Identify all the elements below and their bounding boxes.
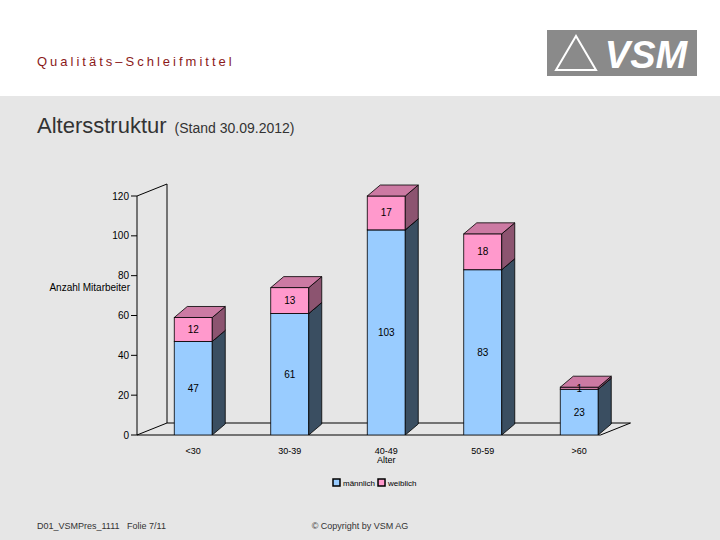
data-label: 18 xyxy=(477,246,489,257)
y-tick xyxy=(131,235,137,236)
y-tick-label: 80 xyxy=(118,270,130,281)
x-tick-label: >60 xyxy=(572,446,587,456)
data-label: 12 xyxy=(188,324,200,335)
data-label: 47 xyxy=(188,383,200,394)
bar-top xyxy=(464,223,515,234)
y-tick-label: 20 xyxy=(118,390,130,401)
data-label: 103 xyxy=(378,327,395,338)
bar-top xyxy=(367,185,418,196)
bar-top xyxy=(271,277,322,288)
bar-segment xyxy=(560,389,598,435)
data-label: 83 xyxy=(477,347,489,358)
bar-side xyxy=(309,303,322,435)
data-labels: 47 12 61 13 103 17 83 18 23 1 xyxy=(188,207,586,417)
bar-segment xyxy=(464,234,502,270)
slide-bg xyxy=(0,0,720,540)
x-tick-label: 50-59 xyxy=(471,446,494,456)
data-label: 13 xyxy=(284,295,296,306)
y-tick xyxy=(131,196,137,197)
y-tick-label: 40 xyxy=(118,350,130,361)
logo-triangle xyxy=(556,36,596,70)
legend-label: weiblich xyxy=(387,479,416,488)
bar-segment xyxy=(174,341,212,435)
logo-text: VSM xyxy=(605,34,689,76)
bar-top xyxy=(560,376,611,387)
x-tick-label: <30 xyxy=(186,446,201,456)
footer-left: D01_VSMPres_1111 Folie 7/11 xyxy=(37,521,166,531)
legend: männlich weiblich xyxy=(333,479,416,488)
bar-segment xyxy=(464,270,502,435)
floor-left-edge xyxy=(137,423,167,435)
y-axis-label: Anzahl Mitarbeiter xyxy=(49,282,130,293)
bar-side xyxy=(502,259,515,435)
legend-swatch xyxy=(333,479,340,486)
bar-segment xyxy=(271,288,309,314)
content-bg xyxy=(0,96,720,540)
legend-label: männlich xyxy=(343,479,375,488)
header-text: Qualitäts–Schleifmittel xyxy=(37,54,235,69)
x-tick-label: 30-39 xyxy=(278,446,301,456)
slide: Qualitäts–Schleifmittel VSM Altersstruktur… xyxy=(0,0,720,540)
bar-segment xyxy=(271,314,309,435)
data-label: 17 xyxy=(381,207,393,218)
bar-segment xyxy=(367,196,405,230)
data-label: 23 xyxy=(574,407,586,418)
bar-side xyxy=(405,219,418,435)
data-label: 1 xyxy=(576,383,582,394)
wall-top-edge xyxy=(137,184,167,196)
y-tick-label: 120 xyxy=(112,191,129,202)
data-label: 61 xyxy=(284,369,296,380)
y-tick-label: 0 xyxy=(123,430,129,441)
y-tick-label: 100 xyxy=(112,230,129,241)
bar-segment xyxy=(174,317,212,341)
x-axis-label: Alter xyxy=(377,455,396,465)
y-tick xyxy=(131,355,137,356)
legend-swatch xyxy=(378,479,385,486)
bars xyxy=(174,185,611,435)
bar-top xyxy=(174,306,225,317)
bar-side xyxy=(212,330,225,435)
chart-title: Altersstruktur xyxy=(37,113,167,138)
logo-box xyxy=(547,30,697,76)
y-tick xyxy=(131,435,137,436)
y-tick xyxy=(131,315,137,316)
footer-center: © Copyright by VSM AG xyxy=(312,521,409,531)
bar-segment xyxy=(367,230,405,435)
y-tick-label: 60 xyxy=(118,310,130,321)
y-tick xyxy=(131,395,137,396)
chart-subtitle: (Stand 30.09.2012) xyxy=(175,120,295,136)
y-tick xyxy=(131,275,137,276)
